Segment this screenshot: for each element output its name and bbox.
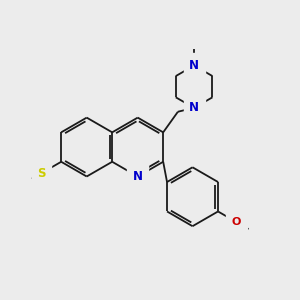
Text: S: S [37,167,46,180]
Text: N: N [189,101,199,114]
Text: N: N [133,170,143,183]
Text: O: O [232,217,241,227]
Text: N: N [189,59,199,72]
